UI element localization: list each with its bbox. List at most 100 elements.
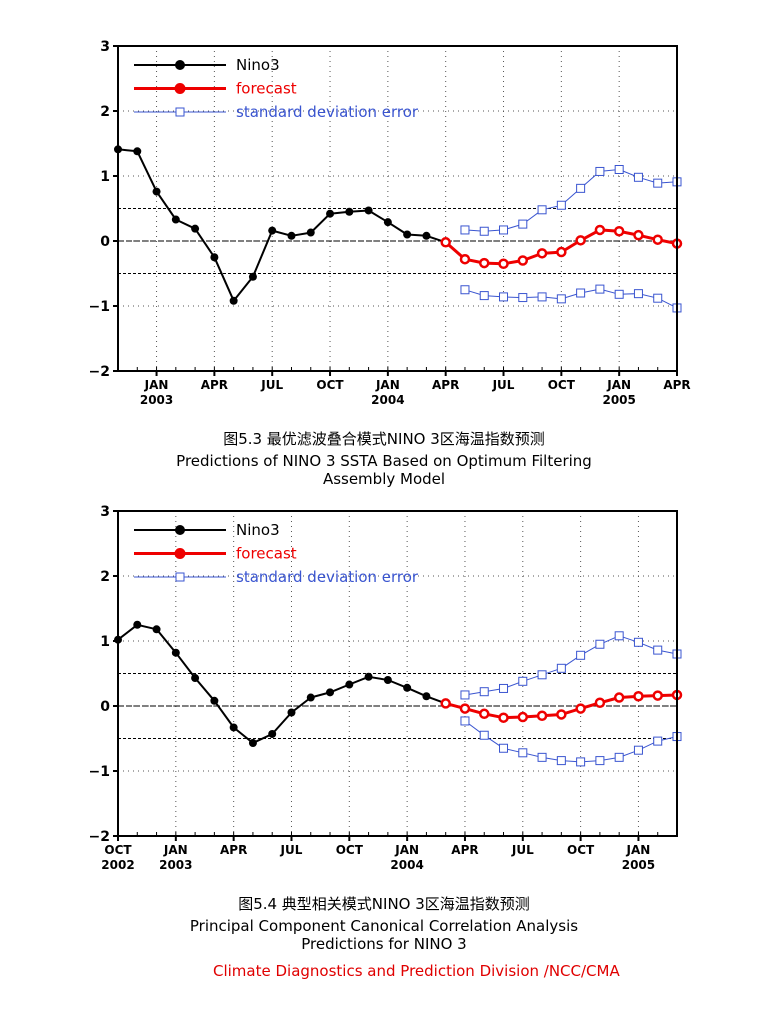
data-point-error: [460, 225, 470, 235]
x-tick-year-label: 2005: [622, 858, 655, 872]
y-tick-label: 3: [100, 504, 110, 520]
x-tick-label: JUL: [511, 843, 534, 857]
data-point-observed: [171, 215, 180, 224]
data-point-error: [576, 650, 586, 660]
y-tick-label: −1: [89, 764, 110, 780]
data-point-error: [499, 743, 509, 753]
x-tick-label: OCT: [336, 843, 364, 857]
data-point-observed: [403, 683, 412, 692]
data-point-observed: [345, 680, 354, 689]
legend-nino3-marker: [175, 60, 185, 70]
legend-nino3-label: Nino3: [236, 56, 280, 74]
legend-standard-deviation-error-label: standard deviation error: [236, 103, 419, 121]
data-point-error: [633, 289, 643, 299]
data-point-observed: [248, 272, 257, 281]
data-point-observed: [171, 648, 180, 657]
data-point-error: [653, 645, 663, 655]
x-tick-label: OCT: [548, 378, 576, 392]
chart-2-caption-chinese: 图5.4 典型相关模式NINO 3区海温指数预测: [238, 895, 530, 913]
data-point-forecast: [652, 690, 663, 701]
data-point-forecast: [575, 235, 586, 246]
data-point-observed: [210, 696, 219, 705]
data-point-forecast: [594, 224, 606, 236]
x-tick-year-label: 2002: [101, 858, 134, 872]
data-point-error: [556, 200, 566, 210]
data-point-observed: [383, 676, 392, 684]
data-point-error: [518, 748, 528, 758]
chart-2-caption-english-line2: Predictions for NINO 3: [301, 935, 467, 953]
data-point-error: [633, 637, 643, 647]
data-point-forecast: [440, 237, 451, 248]
x-tick-label: JAN: [606, 378, 631, 392]
data-point-observed: [268, 226, 277, 235]
plot-frame: [117, 510, 678, 837]
series-line-observed: [117, 148, 447, 302]
series-line-error: [464, 635, 678, 696]
legend-nino3-marker: [175, 525, 185, 535]
data-point-forecast: [536, 248, 548, 259]
y-tick-label: 2: [100, 104, 110, 120]
y-tick-label: −2: [89, 829, 110, 845]
x-tick-label: JUL: [492, 378, 515, 392]
data-point-observed: [229, 296, 238, 305]
data-point-observed: [152, 187, 161, 196]
chart-1-caption-english-line2: Assembly Model: [322, 470, 446, 488]
data-point-error: [633, 172, 643, 182]
x-tick-label: OCT: [316, 378, 344, 392]
data-point-observed: [152, 625, 161, 634]
series-line-error: [464, 169, 678, 232]
x-tick-year-label: 2003: [140, 393, 173, 407]
data-point-error: [576, 183, 586, 193]
data-point-error: [595, 639, 605, 649]
x-tick-label: JAN: [144, 378, 169, 392]
data-point-forecast: [478, 257, 490, 269]
data-point-error: [653, 178, 663, 188]
data-point-forecast: [613, 226, 625, 237]
data-point-error: [537, 292, 547, 302]
plot-frame: [117, 45, 678, 372]
data-point-error: [479, 730, 489, 740]
data-point-observed: [364, 672, 373, 681]
series-line-observed: [117, 623, 447, 744]
data-point-forecast: [633, 229, 644, 241]
data-point-forecast: [556, 246, 567, 258]
data-point-observed: [287, 231, 296, 240]
data-point-observed: [306, 228, 315, 237]
data-point-error: [518, 676, 528, 686]
y-tick-label: −2: [89, 364, 110, 380]
series-line-error: [464, 720, 678, 763]
data-point-error: [595, 284, 605, 294]
x-tick-label: APR: [451, 843, 478, 857]
data-point-observed: [364, 206, 373, 215]
data-point-forecast: [633, 691, 644, 702]
data-point-forecast: [517, 255, 529, 266]
data-point-observed: [287, 708, 296, 717]
data-point-error: [499, 225, 509, 235]
data-point-observed: [133, 147, 142, 156]
data-point-observed: [383, 218, 392, 227]
data-point-observed: [422, 692, 431, 701]
legend-nino3-label: Nino3: [236, 521, 280, 539]
legend-forecast-label: forecast: [236, 80, 297, 98]
data-point-forecast: [517, 711, 529, 723]
data-point-observed: [345, 207, 354, 216]
data-point-observed: [268, 729, 277, 738]
data-point-error: [537, 205, 547, 215]
data-point-error: [518, 293, 528, 303]
data-point-observed: [326, 209, 335, 218]
data-point-error: [595, 756, 605, 766]
data-point-forecast: [440, 698, 451, 709]
data-point-forecast: [652, 234, 663, 245]
data-point-error: [479, 291, 489, 301]
legend-standard-deviation-error-marker: [175, 107, 185, 117]
data-point-forecast: [594, 697, 606, 708]
y-tick-label: 1: [100, 634, 110, 650]
data-point-error: [614, 289, 624, 299]
x-tick-year-label: 2004: [371, 393, 404, 407]
data-point-forecast: [478, 708, 490, 720]
data-point-forecast: [498, 712, 509, 723]
data-point-forecast: [556, 709, 567, 720]
legend-forecast-marker: [174, 83, 186, 94]
